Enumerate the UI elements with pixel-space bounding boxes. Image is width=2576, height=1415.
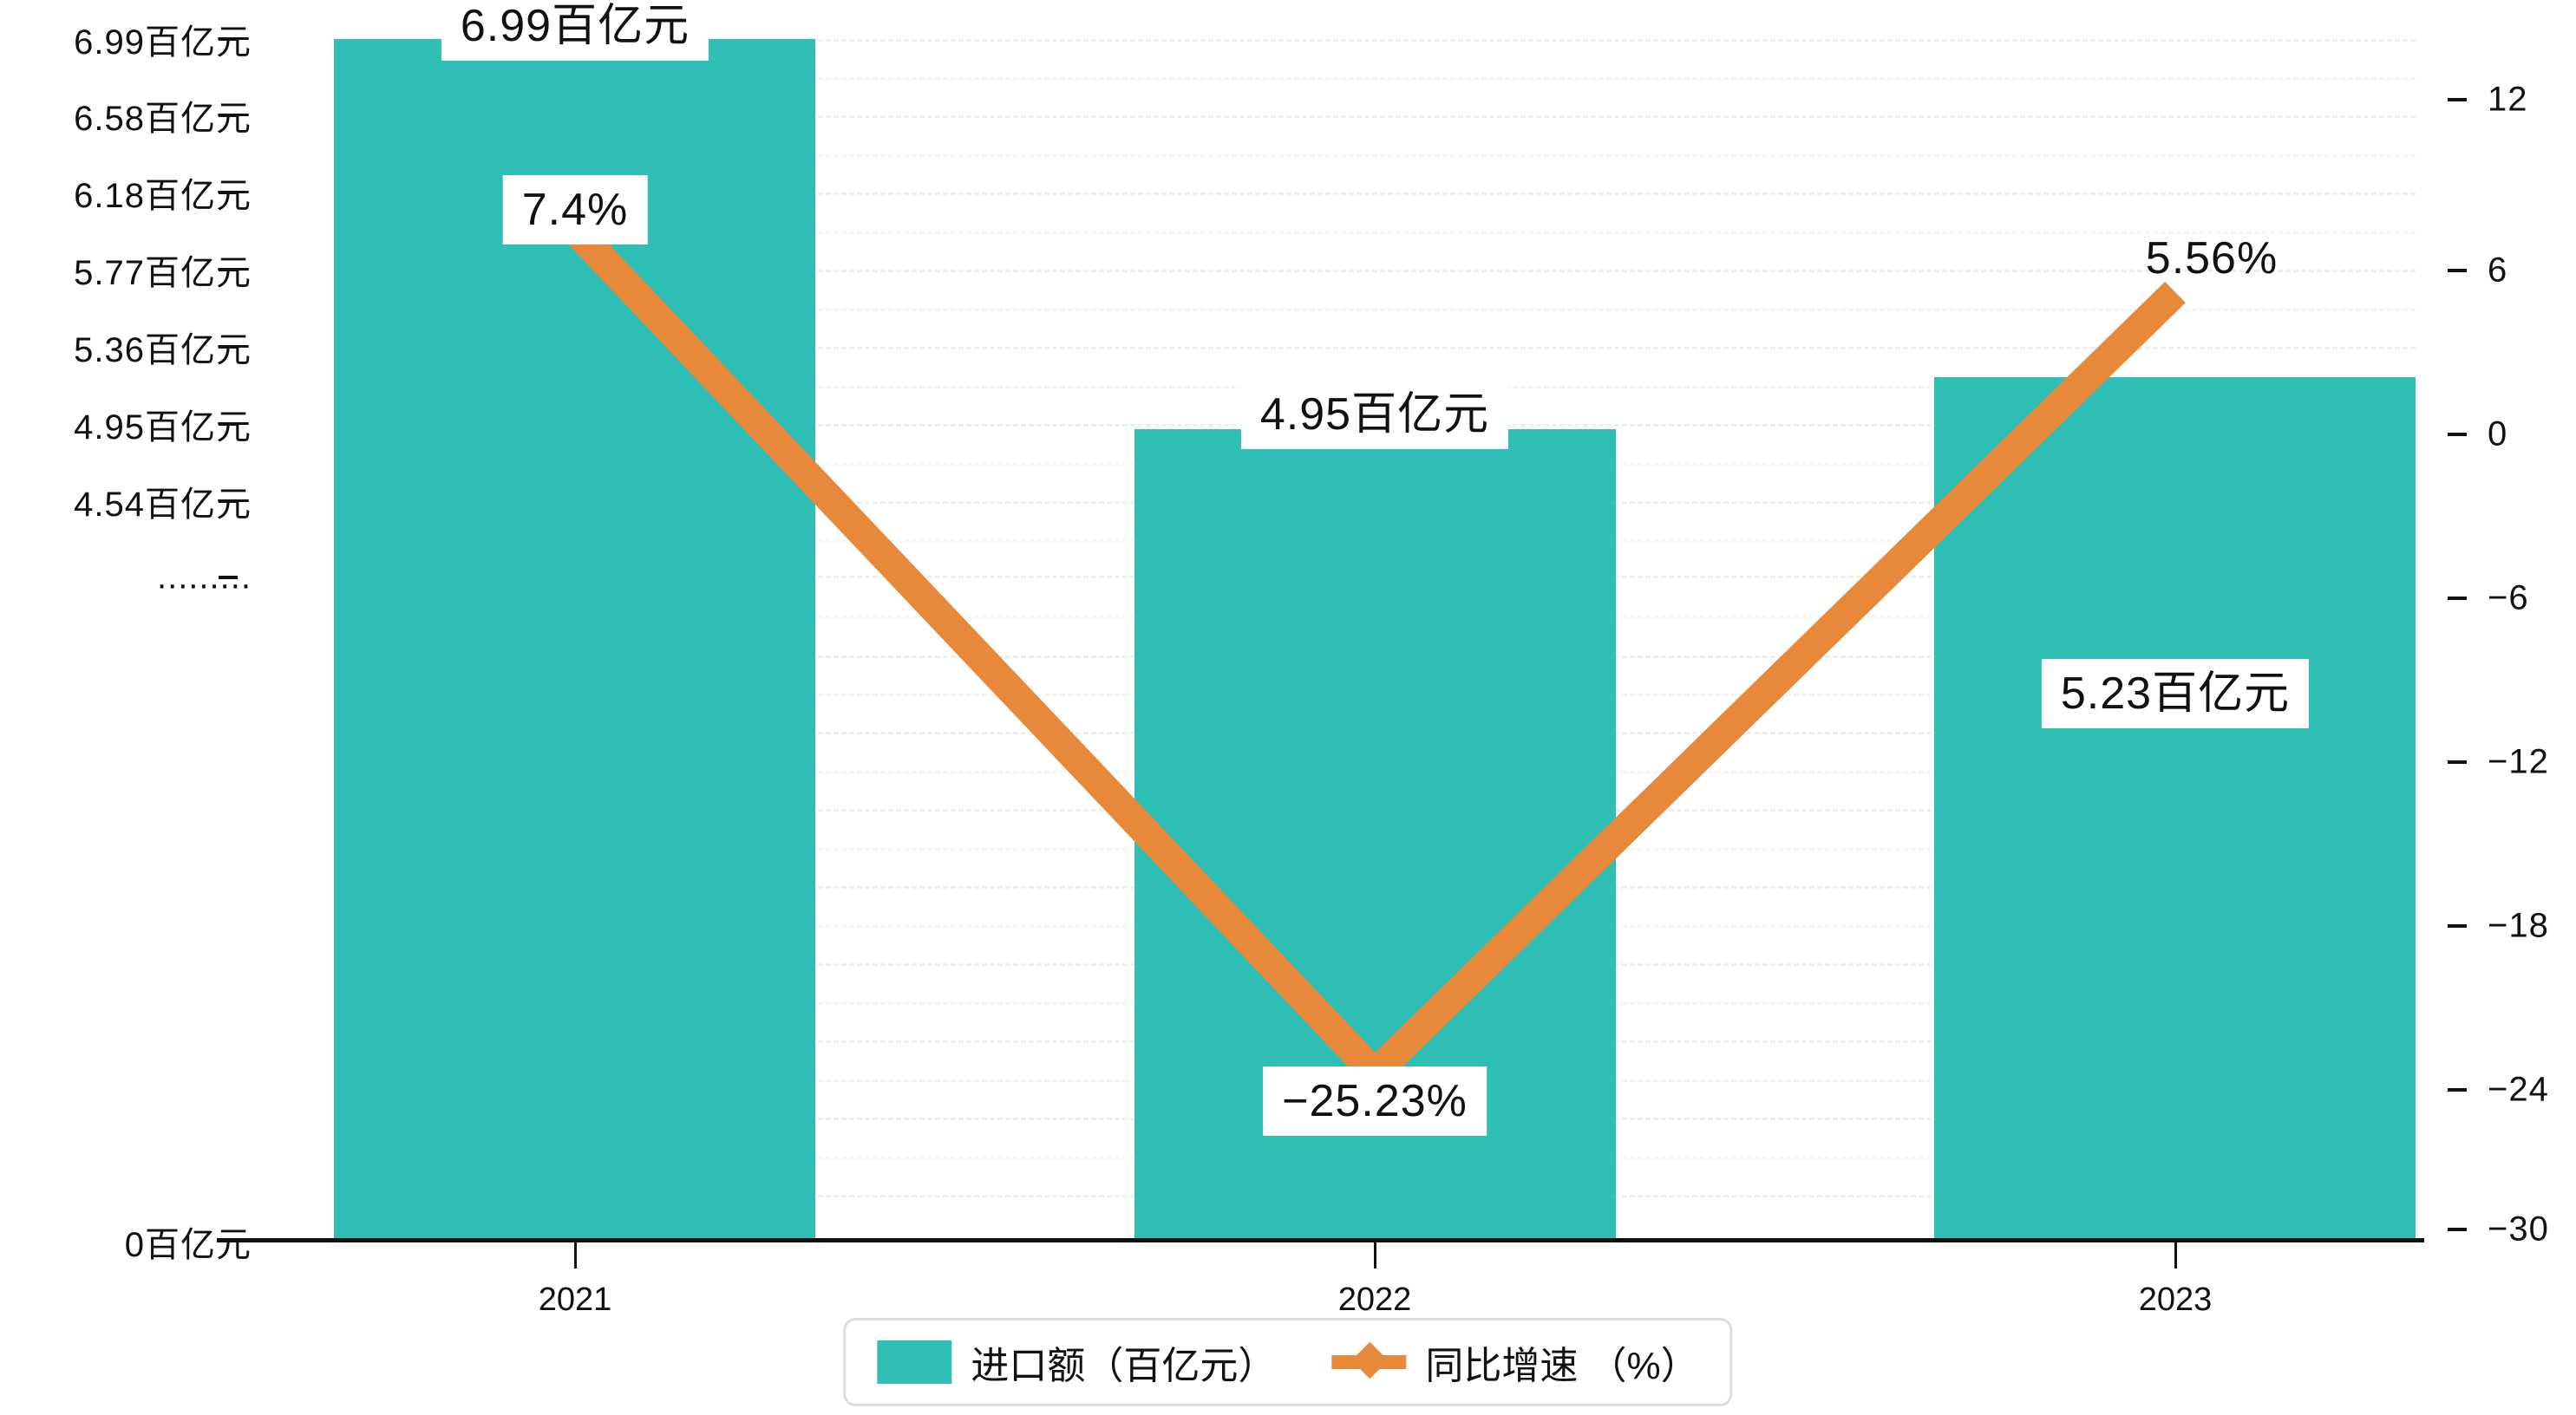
chart-legend: 进口额（百亿元） 同比增速 （%）	[843, 1318, 1733, 1406]
bar-swatch-icon	[877, 1340, 952, 1384]
bar-value-label-2021: 6.99百亿元	[441, 0, 709, 61]
y-axis-left-label-7: .........	[156, 558, 252, 597]
y-tick-left-2	[219, 191, 238, 194]
y-tick-right-0	[2448, 98, 2467, 101]
x-axis-line	[217, 1238, 2424, 1242]
y-axis-right-label-3: −6	[2488, 578, 2529, 617]
y-tick-left-5	[219, 422, 238, 426]
legend-label-growth-rate: 同比增速 （%）	[1425, 1345, 1699, 1387]
bar-2023[interactable]	[1934, 377, 2416, 1240]
y-tick-left-3	[219, 268, 238, 271]
y-axis-left-label-6: 4.54百亿元	[74, 486, 252, 524]
line-diamond-swatch-icon	[1331, 1340, 1407, 1384]
y-tick-right-1	[2448, 269, 2467, 272]
y-axis-left-label-2: 6.18百亿元	[74, 177, 252, 215]
line-value-label-2023: 5.56%	[2145, 233, 2279, 284]
x-axis-label-2021: 2021	[538, 1281, 612, 1318]
x-tick-2022	[1374, 1242, 1376, 1268]
legend-label-import-amount: 进口额（百亿元）	[971, 1345, 1277, 1387]
y-tick-right-2	[2448, 433, 2467, 436]
y-axis-right-label-0: 12	[2488, 80, 2528, 119]
gridline-major-3	[334, 192, 2416, 195]
gridline-major-1	[334, 39, 2416, 42]
y-tick-left-6	[219, 499, 238, 503]
y-axis-left-label-1: 6.58百亿元	[74, 100, 252, 138]
gridline-minor-2	[334, 154, 2416, 157]
y-axis-left-label-3: 5.77百亿元	[74, 254, 252, 292]
legend-item-import-amount[interactable]: 进口额（百亿元）	[877, 1334, 1276, 1390]
y-axis-right-label-1: 6	[2488, 251, 2508, 290]
line-value-label-2021: 7.4%	[502, 175, 648, 245]
y-axis-left-label-5: 4.95百亿元	[74, 408, 252, 447]
y-axis-right-label-2: 0	[2488, 414, 2508, 453]
y-axis-left-label-4: 5.36百亿元	[74, 331, 252, 369]
y-tick-right-3	[2448, 597, 2467, 600]
y-axis-left-label-0: 6.99百亿元	[74, 23, 252, 62]
y-axis-right-label-7: −30	[2488, 1210, 2549, 1249]
y-axis-right-label-4: −12	[2488, 742, 2549, 781]
bar-value-label-2023: 5.23百亿元	[2041, 659, 2310, 728]
y-axis-left-label-8: 0百亿元	[124, 1226, 252, 1264]
bar-value-label-2022: 4.95百亿元	[1240, 380, 1509, 449]
x-tick-2023	[2174, 1242, 2177, 1268]
x-axis-label-2022: 2022	[1337, 1281, 1412, 1318]
y-tick-left-4	[219, 345, 238, 349]
y-axis-right-label-5: −18	[2488, 906, 2549, 945]
y-tick-left-7	[219, 576, 238, 579]
line-value-label-2022: −25.23%	[1263, 1066, 1487, 1136]
x-tick-2021	[574, 1242, 577, 1268]
legend-item-growth-rate[interactable]: 同比增速 （%）	[1331, 1334, 1699, 1390]
y-tick-right-7	[2448, 1228, 2467, 1231]
y-tick-left-1	[219, 114, 238, 117]
gridline-major-2	[334, 115, 2416, 118]
y-tick-right-6	[2448, 1088, 2467, 1092]
y-tick-right-4	[2448, 760, 2467, 764]
gridline-minor-1	[334, 77, 2416, 80]
y-axis-right-label-6: −24	[2488, 1070, 2549, 1109]
x-axis-label-2023: 2023	[2138, 1281, 2213, 1318]
y-tick-right-5	[2448, 924, 2467, 928]
y-tick-left-0	[219, 37, 238, 41]
